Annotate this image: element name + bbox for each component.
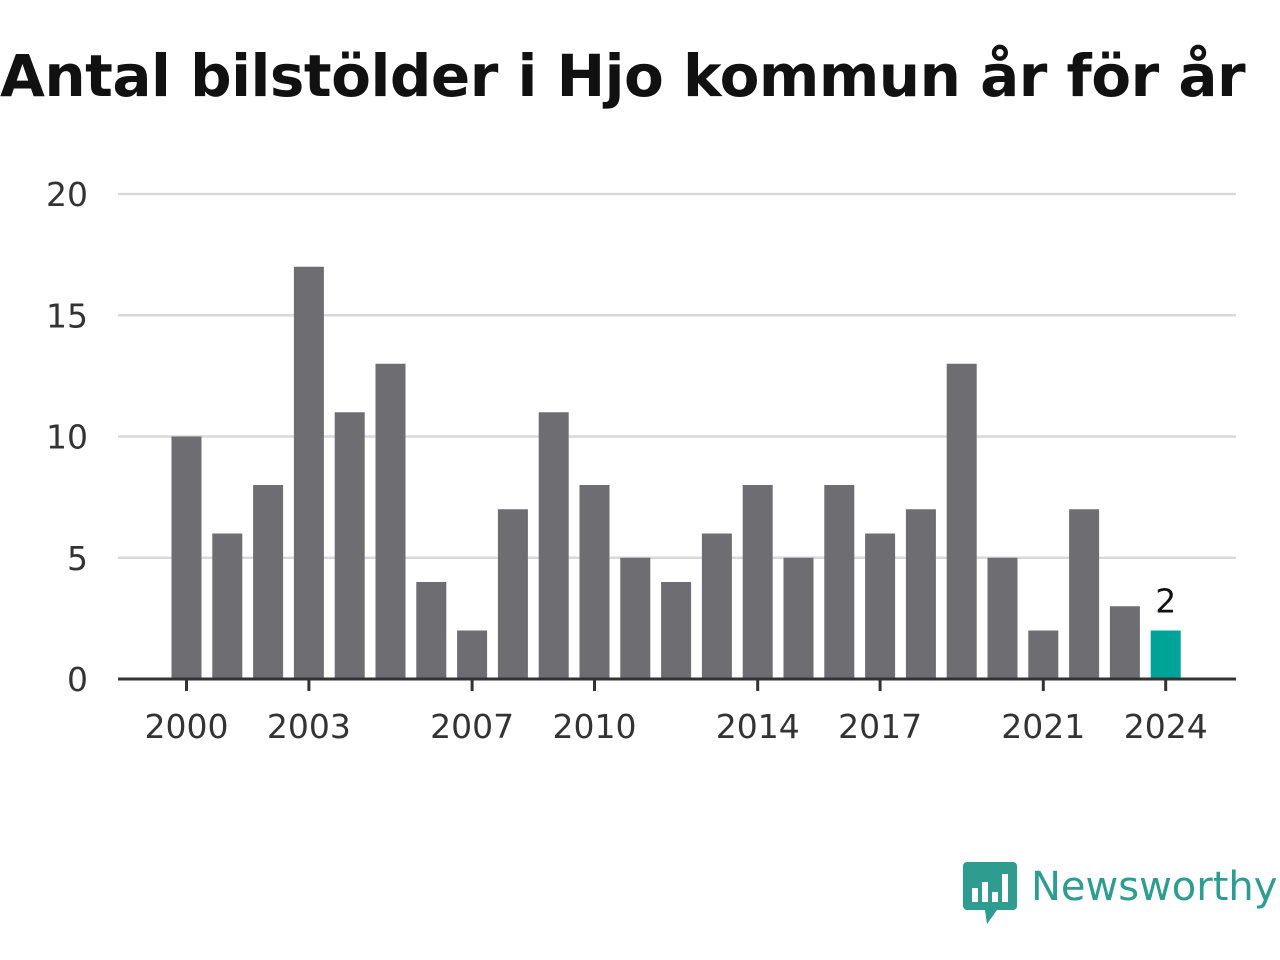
y-tick-label: 5 [67,539,88,578]
y-tick-label: 20 [46,175,88,214]
bar-2011 [620,557,651,679]
bar-2002 [253,485,284,679]
bar-2012 [661,582,692,679]
chart-title: Antal bilstölder i Hjo kommun år för år [0,42,1246,110]
bar-2004 [334,412,365,679]
newsworthy-logo: Newsworthy [963,862,1277,928]
y-tick-label: 10 [46,418,88,457]
bar-2021 [1028,630,1059,679]
bars [171,266,1181,679]
brand-name: Newsworthy [1031,864,1278,910]
bar-2018 [905,509,936,679]
data-labels: 2 [1155,582,1176,621]
x-tick-label: 2000 [145,707,229,746]
bar-2024 [1150,630,1181,679]
x-tick-label: 2007 [430,707,514,746]
bar-2001 [212,533,243,679]
bar-2006 [416,582,447,679]
grid-lines [118,192,1236,559]
bar-2008 [497,509,528,679]
bar-2010 [579,485,610,679]
bar-2009 [538,412,569,679]
y-axis-tick-labels: 0 5 10 15 20 [46,175,88,699]
bar-2000 [171,436,202,679]
x-tick-label: 2003 [267,707,351,746]
x-tick-label: 2010 [553,707,637,746]
bar-2003 [293,266,324,679]
bar-2022 [1069,509,1100,679]
bar-2019 [946,363,977,679]
bar-2005 [375,363,406,679]
bar-2016 [824,485,855,679]
bar-2015 [783,557,814,679]
data-label-2024: 2 [1155,582,1176,621]
bar-2023 [1109,606,1140,679]
bar-2020 [987,557,1018,679]
x-tick-label: 2024 [1124,707,1208,746]
bar-2017 [865,533,896,679]
x-tick-label: 2021 [1001,707,1085,746]
bar-2013 [701,533,732,679]
x-tick-label: 2014 [716,707,800,746]
bar-2014 [742,485,773,679]
bar-chart: 0 5 10 15 20 2000 2003 2007 2010 2014 2017 2021 202… [46,175,1236,746]
y-tick-label: 0 [67,660,88,699]
newsworthy-logo-icon [963,862,1017,924]
bar-2007 [457,630,488,679]
y-tick-label: 15 [46,296,88,335]
x-tick-label: 2017 [838,707,922,746]
x-axis: 2000 2003 2007 2010 2014 2017 2021 2024 [118,677,1236,746]
